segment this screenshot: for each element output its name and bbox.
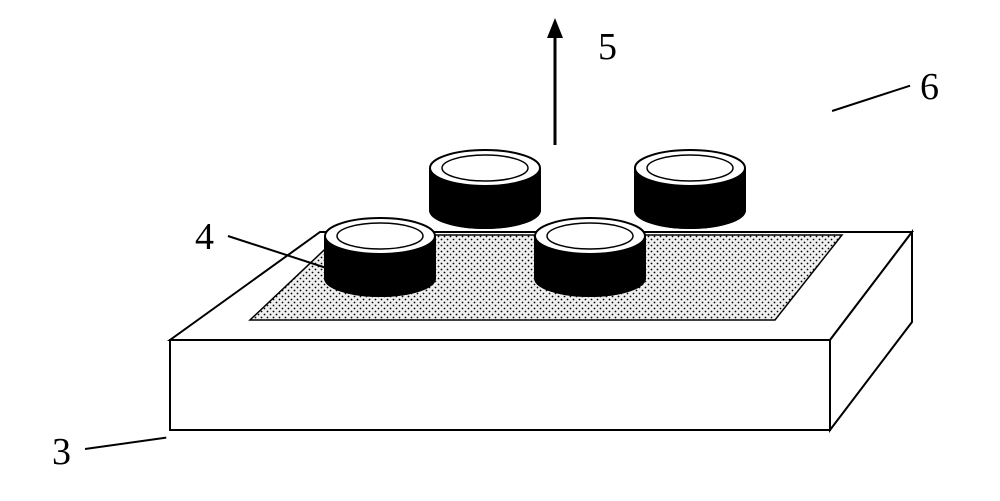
label-6: 6	[920, 65, 939, 109]
cylinder-front-left	[325, 218, 435, 296]
up-arrow	[547, 18, 563, 145]
cylinder-back-right	[635, 150, 745, 228]
diagram-svg	[50, 10, 950, 490]
cylinder-front-right	[535, 218, 645, 296]
label-5: 5	[598, 25, 617, 69]
label-4: 4	[195, 215, 214, 259]
diagram-container: 3 4 5 6	[50, 10, 950, 490]
cylinder-back-left	[430, 150, 540, 228]
label-3: 3	[52, 430, 71, 474]
